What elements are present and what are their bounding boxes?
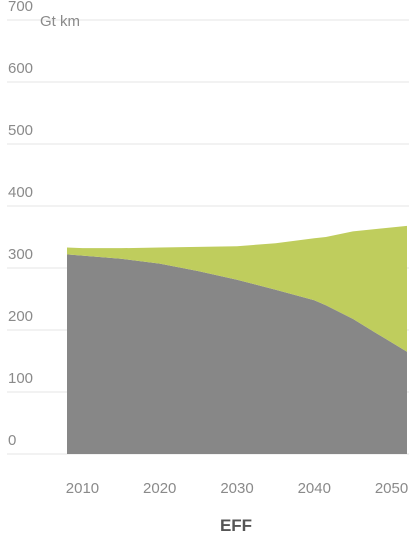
y-tick-label-200: 200: [8, 308, 33, 325]
areas: [67, 225, 407, 454]
x-tick-label-2050: 2050: [375, 480, 408, 497]
y-tick-label-700: 700: [8, 0, 33, 15]
x-tick-label-2040: 2040: [298, 480, 331, 497]
chart-title: EFF: [220, 516, 252, 535]
y-tick-label-0: 0: [8, 432, 16, 449]
area-series-1: [67, 254, 407, 454]
y-tick-label-500: 500: [8, 122, 33, 139]
y-tick-label-400: 400: [8, 184, 33, 201]
y-tick-label-300: 300: [8, 246, 33, 263]
y-tick-labels: 0 100 200 300 400 500 600 700: [8, 0, 33, 449]
x-tick-label-2020: 2020: [143, 480, 176, 497]
y-tick-label-100: 100: [8, 370, 33, 387]
y-axis-unit-label: Gt km: [40, 13, 80, 30]
x-tick-labels: 2010 2020 2030 2040 2050: [66, 480, 408, 497]
y-tick-label-600: 600: [8, 60, 33, 77]
area-series-2: [67, 225, 407, 352]
x-tick-label-2010: 2010: [66, 480, 99, 497]
x-tick-label-2030: 2030: [220, 480, 253, 497]
